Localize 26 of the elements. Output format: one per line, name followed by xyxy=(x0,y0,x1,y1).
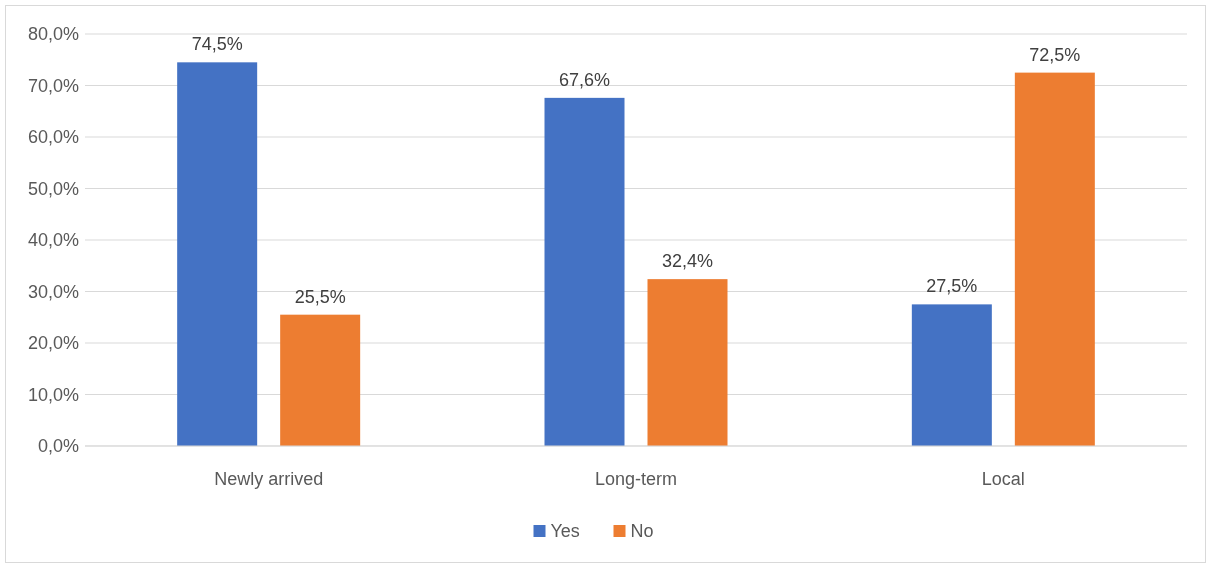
bar xyxy=(1014,72,1095,446)
y-tick-label: 40,0% xyxy=(27,230,79,251)
bar xyxy=(544,97,625,446)
data-label: 74,5% xyxy=(191,34,243,55)
legend-label: No xyxy=(630,521,654,542)
x-tick-label: Local xyxy=(981,469,1025,489)
bar xyxy=(280,314,361,446)
y-tick-label: 30,0% xyxy=(27,281,79,302)
data-label: 27,5% xyxy=(926,276,978,297)
y-tick-label: 10,0% xyxy=(27,384,79,405)
x-tick-label: Long-term xyxy=(594,469,678,489)
bar xyxy=(177,62,258,446)
y-tick-label: 50,0% xyxy=(27,178,79,199)
y-tick-label: 0,0% xyxy=(37,436,79,457)
x-tick-label: Newly arrived xyxy=(214,469,324,489)
y-tick-label: 80,0% xyxy=(27,24,79,45)
bar xyxy=(647,279,728,446)
data-label: 72,5% xyxy=(1029,44,1081,65)
y-tick-label: 20,0% xyxy=(27,333,79,354)
y-tick-label: 60,0% xyxy=(27,127,79,148)
data-label: 67,6% xyxy=(558,69,611,90)
legend-label: Yes xyxy=(550,521,580,542)
data-label: 25,5% xyxy=(294,286,346,307)
data-label: 32,4% xyxy=(661,251,714,272)
y-tick-label: 70,0% xyxy=(27,75,79,96)
bar xyxy=(911,304,992,446)
